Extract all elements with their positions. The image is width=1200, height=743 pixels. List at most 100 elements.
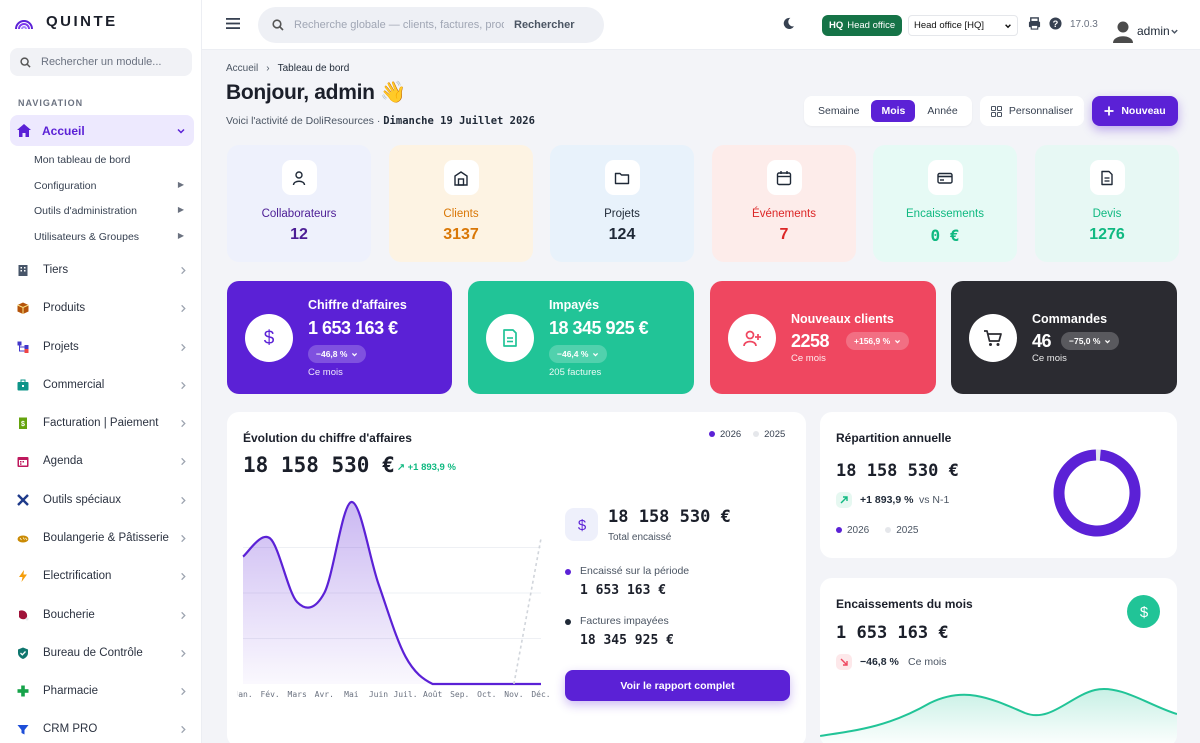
- period-week-tab[interactable]: Semaine: [818, 105, 860, 117]
- sidebar-item-label: Electrification: [43, 570, 112, 582]
- sidebar-subitem-utilisateurs-groupes[interactable]: Utilisateurs & Groupes ▶: [34, 231, 184, 243]
- folder-icon: [614, 172, 630, 184]
- kpi-change: −46,4 %: [557, 349, 589, 359]
- sidebar-subitem-label: Outils d'administration: [34, 205, 137, 217]
- stat-card-projets[interactable]: Projets 124: [550, 145, 694, 262]
- breadcrumb-home[interactable]: Accueil: [226, 63, 259, 74]
- sidebar-item-label: Outils spéciaux: [43, 494, 121, 506]
- rainbow-logo-icon: [15, 20, 33, 30]
- sidebar-item-electrification[interactable]: Electrification: [17, 566, 187, 586]
- topbar: Rechercher HQ Head office Head office [H…: [202, 0, 1200, 50]
- kpi-change-badge: +156,9 %: [846, 332, 910, 350]
- stat-card-collaborateurs[interactable]: Collaborateurs 12: [227, 145, 371, 262]
- search-button[interactable]: Rechercher: [514, 19, 575, 31]
- monthly-change: −46,8 %: [860, 656, 899, 668]
- chevron-right-icon: [181, 611, 186, 619]
- kpi-note: Ce mois: [1032, 353, 1067, 364]
- annual-title: Répartition annuelle: [836, 431, 952, 445]
- period-cashed-label: Encaissé sur la période: [580, 565, 690, 577]
- global-search-input[interactable]: [294, 19, 504, 31]
- sidebar-item-bureau-de-controle[interactable]: Bureau de Contrôle: [17, 643, 187, 663]
- cashed-label: Total encaissé: [608, 532, 672, 543]
- kpi-card-chiffre-d-affaires[interactable]: $ Chiffre d'affaires 1 653 163 € −46,8 % Ce …: [227, 281, 452, 394]
- stat-label: Devis: [1092, 208, 1122, 220]
- sidebar-item-facturation-paiement[interactable]: $ Facturation | Paiement: [17, 413, 187, 433]
- customize-button[interactable]: Personnaliser: [980, 96, 1084, 126]
- annual-legend: 2026 2025: [836, 525, 919, 536]
- hamburger-menu-icon[interactable]: [226, 17, 240, 30]
- monthly-icon: $: [1127, 595, 1160, 628]
- moon-icon[interactable]: [782, 17, 795, 30]
- page-title: Bonjour, admin 👋: [226, 81, 407, 104]
- kpi-card-impayes[interactable]: Impayés 18 345 925 € −46,4 % 205 factures: [468, 281, 694, 394]
- sidebar-subitem-label: Mon tableau de bord: [34, 154, 131, 166]
- legend-2026: 2026: [836, 525, 869, 536]
- period-switcher: Semaine Mois Année: [804, 96, 972, 126]
- donut-slice-2026[interactable]: [1053, 449, 1141, 537]
- kpi-amount: 46: [1032, 331, 1052, 351]
- sidebar-item-boulangerie-patisserie[interactable]: Boulangerie & Pâtisserie: [17, 528, 187, 548]
- entity-select[interactable]: Head office [HQ]: [908, 15, 1018, 36]
- sidebar-item-pharmacie[interactable]: Pharmacie: [17, 681, 187, 701]
- invoice-icon: [503, 329, 517, 347]
- x-tick-label: Oct.: [477, 690, 496, 699]
- chevron-right-icon: [181, 687, 186, 695]
- nav-heading: NAVIGATION: [18, 98, 84, 108]
- sidebar-subitem-configuration[interactable]: Configuration ▶: [34, 180, 184, 192]
- kpi-card-nouveaux-clients[interactable]: Nouveaux clients 2258 +156,9 % Ce mois: [710, 281, 936, 394]
- sidebar-item-produits[interactable]: Produits: [17, 298, 187, 318]
- stat-label: Projets: [604, 208, 640, 220]
- brand-logo[interactable]: QUINTE: [14, 12, 118, 30]
- sidebar-item-agenda[interactable]: Agenda: [17, 451, 187, 471]
- series-2025-line[interactable]: [513, 538, 542, 685]
- avatar[interactable]: [1112, 19, 1134, 43]
- sidebar-item-outils-speciaux[interactable]: Outils spéciaux: [17, 490, 187, 510]
- annual-growth: +1 893,9 %: [860, 494, 914, 506]
- stat-card-devis[interactable]: Devis 1276: [1035, 145, 1179, 262]
- sidebar-item-commercial[interactable]: Commercial: [17, 375, 187, 395]
- kpi-amount: 2258: [791, 331, 830, 351]
- full-report-button[interactable]: Voir le rapport complet: [565, 670, 790, 701]
- sidebar-item-tiers[interactable]: Tiers: [17, 260, 187, 280]
- kpi-note: 205 factures: [549, 367, 602, 378]
- module-search-placeholder: Rechercher un module...: [41, 56, 162, 68]
- sidebar-item-crm-pro[interactable]: CRM PRO: [17, 719, 187, 739]
- stat-card-evenements[interactable]: Événements 7: [712, 145, 856, 262]
- user-name[interactable]: admin: [1137, 24, 1170, 38]
- stat-card-clients[interactable]: Clients 3137: [389, 145, 533, 262]
- home-icon: [17, 124, 31, 137]
- sidebar-subitem-label: Utilisateurs & Groupes: [34, 231, 140, 243]
- sidebar-item-accueil[interactable]: Accueil: [10, 115, 194, 146]
- x-tick-label: Juil.: [393, 690, 417, 699]
- x-tick-label: Août: [423, 690, 442, 699]
- period-month-tab[interactable]: Mois: [871, 100, 916, 122]
- period-year-tab[interactable]: Année: [927, 105, 958, 117]
- triangle-right-icon: ▶: [177, 231, 184, 240]
- stat-card-encaissements[interactable]: Encaissements 0 €: [873, 145, 1017, 262]
- kpi-card-commandes[interactable]: Commandes 46 −75,0 % Ce mois: [951, 281, 1177, 394]
- sidebar-item-projets[interactable]: Projets: [17, 337, 187, 357]
- printer-icon[interactable]: [1028, 17, 1041, 30]
- new-button[interactable]: Nouveau: [1092, 96, 1178, 126]
- chevron-down-icon: [1005, 23, 1011, 28]
- sidebar-subitem-mon-tableau-de-bord[interactable]: Mon tableau de bord: [34, 154, 184, 166]
- monthly-change-suffix: Ce mois: [908, 656, 947, 668]
- triangle-right-icon: ▶: [177, 205, 184, 214]
- chevron-right-icon: [181, 534, 186, 542]
- breadcrumb-current: Tableau de bord: [277, 63, 350, 74]
- chevron-right-icon: [181, 304, 186, 312]
- help-icon[interactable]: ?: [1049, 17, 1062, 30]
- chevron-right-icon: [181, 725, 186, 733]
- sidebar-subitem-outils-d-administration[interactable]: Outils d'administration ▶: [34, 205, 184, 217]
- sidebar-item-boucherie[interactable]: Boucherie: [17, 605, 187, 625]
- dollar-icon: $: [1139, 604, 1148, 620]
- chevron-down-icon[interactable]: [1170, 27, 1179, 36]
- annual-panel: Répartition annuelle 18 158 530 € +1 893…: [820, 412, 1177, 558]
- series-2026-line[interactable]: [242, 500, 541, 686]
- kpi-title: Commandes: [1032, 312, 1108, 326]
- dollar-icon: $: [264, 328, 275, 348]
- stat-icon-box: [604, 160, 640, 195]
- module-search-input[interactable]: Rechercher un module...: [10, 48, 192, 76]
- annual-growth-suffix: vs N-1: [919, 494, 950, 506]
- sidebar-item-label: Boucherie: [43, 609, 95, 621]
